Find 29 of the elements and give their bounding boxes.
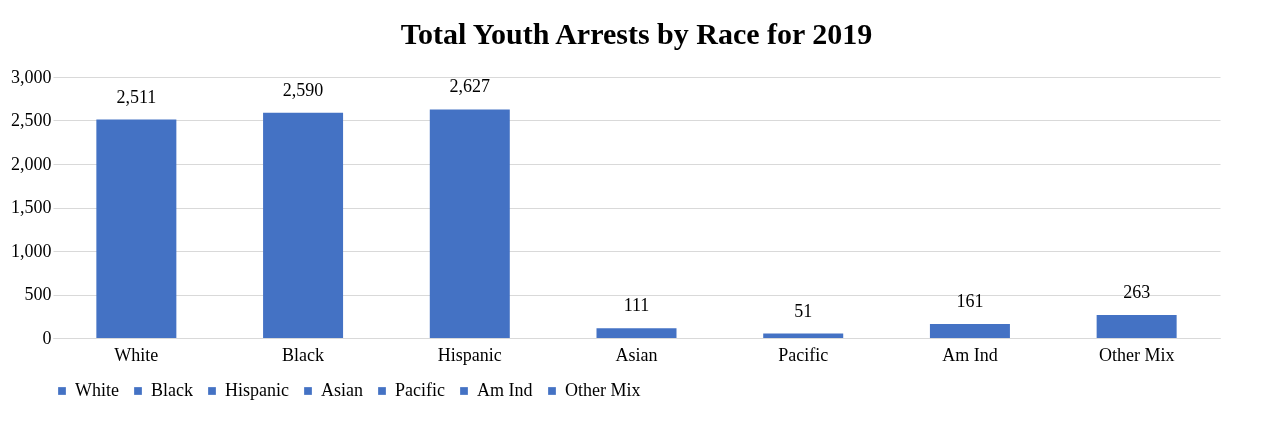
legend-label: Pacific <box>395 380 445 400</box>
legend-label: Am Ind <box>477 380 533 400</box>
x-tick-label: White <box>114 344 159 365</box>
legend-label: Hispanic <box>225 380 289 400</box>
x-tick-label: Am Ind <box>942 344 998 365</box>
data-label: 263 <box>1123 282 1151 303</box>
x-tick-label: Pacific <box>778 344 829 365</box>
legend-label: Asian <box>321 380 363 400</box>
y-tick-label: 1,500 <box>11 197 52 217</box>
legend-label: Black <box>151 380 193 400</box>
y-tick-label: 2,500 <box>11 110 52 130</box>
y-tick-label: 1,000 <box>11 240 52 261</box>
legend-label: Other Mix <box>565 380 641 400</box>
y-tick-label: 0 <box>42 327 52 348</box>
y-tick-label: 3,000 <box>11 66 52 87</box>
data-label: 2,590 <box>282 79 324 100</box>
y-tick-label: 2,000 <box>11 153 52 174</box>
data-label: 2,627 <box>449 76 491 97</box>
legend-label: White <box>75 380 119 400</box>
x-tick-label: Other Mix <box>1098 344 1175 365</box>
x-tick-label: Asian <box>615 344 658 365</box>
x-tick-label: Hispanic <box>437 344 502 365</box>
data-label: 161 <box>956 290 984 311</box>
x-tick-label: Black <box>282 344 325 365</box>
chart-title: Total Youth Arrests by Race for 2019 <box>400 17 873 50</box>
data-label: 51 <box>794 300 813 321</box>
data-label: 2,511 <box>116 86 157 107</box>
y-tick-label: 500 <box>24 284 52 304</box>
data-label: 111 <box>623 295 650 316</box>
